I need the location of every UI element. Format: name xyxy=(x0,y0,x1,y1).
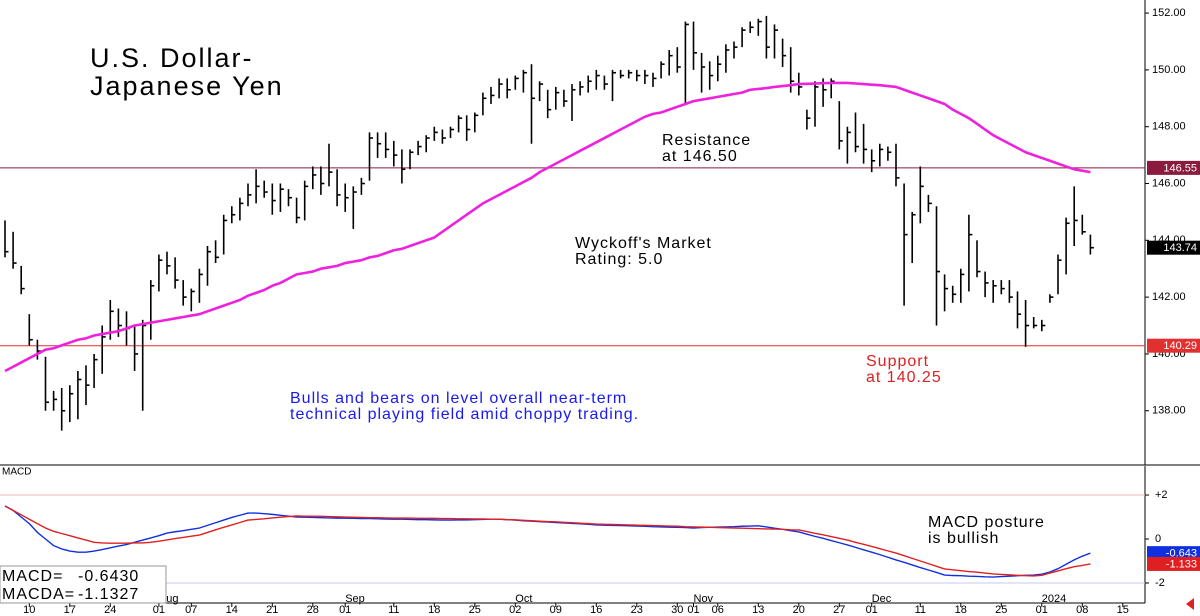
month-label: Nov xyxy=(694,593,714,605)
month-label: Dec xyxy=(872,593,892,605)
legend-value: -0.6430 xyxy=(78,568,139,585)
level-tag-box xyxy=(1147,338,1200,353)
x-tick-label: 01 xyxy=(687,604,699,616)
annotation: Rating: 5.0 xyxy=(575,251,663,268)
x-tick-label: 16 xyxy=(590,604,602,616)
x-tick-label: 07 xyxy=(185,604,197,616)
y-tick-label: 146.00 xyxy=(1152,177,1186,189)
y-tick-label: 138.00 xyxy=(1152,405,1186,417)
y-tick-label: 152.00 xyxy=(1152,7,1186,19)
y-tick-label: 0 xyxy=(1155,533,1161,545)
annotation: MACD posture xyxy=(928,514,1045,531)
corner-icon xyxy=(1186,598,1194,610)
x-tick-label: 08 xyxy=(1076,604,1088,616)
x-tick-label: 17 xyxy=(64,604,76,616)
x-tick-label: 23 xyxy=(631,604,643,616)
annotation: Wyckoff's Market xyxy=(575,235,712,252)
y-tick-label: 148.00 xyxy=(1152,121,1186,133)
x-tick-label: 25 xyxy=(469,604,481,616)
level-tag-box xyxy=(1147,160,1200,175)
x-tick-label: 18 xyxy=(955,604,967,616)
y-tick-label: 142.00 xyxy=(1152,291,1186,303)
legend-name: MACDA= xyxy=(2,586,75,603)
annotation: Resistance xyxy=(662,132,751,149)
x-tick-label: 13 xyxy=(752,604,764,616)
y-tick-label: -2 xyxy=(1155,577,1165,589)
panel-label: MACD xyxy=(2,467,31,478)
x-tick-label: 01 xyxy=(866,604,878,616)
legend-name: MACD= xyxy=(2,568,63,585)
x-tick-label: 24 xyxy=(104,604,116,616)
y-tick-label: 150.00 xyxy=(1152,64,1186,76)
annotation: technical playing field amid choppy trad… xyxy=(290,406,639,423)
annotation: at 146.50 xyxy=(662,148,738,165)
x-tick-label: 01 xyxy=(339,604,351,616)
moving-average xyxy=(4,81,1091,373)
month-label: Oct xyxy=(515,593,532,605)
x-tick-label: 06 xyxy=(712,604,724,616)
macd-tag: -1.133 xyxy=(1166,558,1197,570)
x-tick-label: 15 xyxy=(1117,604,1129,616)
month-label: Sep xyxy=(345,593,365,605)
legend-value: -1.1327 xyxy=(78,586,139,603)
macd-line xyxy=(4,505,1091,577)
x-tick-label: 25 xyxy=(995,604,1007,616)
chart-title: U.S. Dollar- xyxy=(90,43,254,73)
last-price-tag: 143.74 xyxy=(1163,242,1197,254)
x-tick-label: 28 xyxy=(307,604,319,616)
annotation: Support xyxy=(866,353,929,370)
x-tick-label: 27 xyxy=(833,604,845,616)
macd-tag: -0.643 xyxy=(1166,548,1197,560)
x-tick-label: 01 xyxy=(1036,604,1048,616)
x-tick-label: 20 xyxy=(793,604,805,616)
x-tick-label: 30 xyxy=(671,604,683,616)
x-tick-label: 10 xyxy=(23,604,35,616)
month-label: 2024 xyxy=(1042,593,1066,605)
annotation: at 140.25 xyxy=(866,369,942,386)
x-tick-label: 09 xyxy=(550,604,562,616)
x-tick-label: 01 xyxy=(153,604,165,616)
legend-box xyxy=(0,565,167,604)
y-tick-label: +2 xyxy=(1155,489,1168,501)
macd-tag-box xyxy=(1147,556,1200,571)
annotation: Bulls and bears on level overall near-te… xyxy=(290,390,627,407)
x-tick-label: 14 xyxy=(226,604,238,616)
level-tag: 140.29 xyxy=(1163,340,1197,352)
level-tag: 146.55 xyxy=(1163,162,1197,174)
macd-tag-box xyxy=(1147,546,1200,561)
x-tick-label: 11 xyxy=(388,604,399,616)
last-price-tag-box xyxy=(1147,240,1200,255)
x-tick-label: 11 xyxy=(915,604,926,616)
chart-title: Japanese Yen xyxy=(90,71,284,101)
x-tick-label: 21 xyxy=(266,604,278,616)
x-tick-label: 02 xyxy=(509,604,521,616)
x-tick-label: 18 xyxy=(428,604,440,616)
annotation: is bullish xyxy=(928,530,999,547)
